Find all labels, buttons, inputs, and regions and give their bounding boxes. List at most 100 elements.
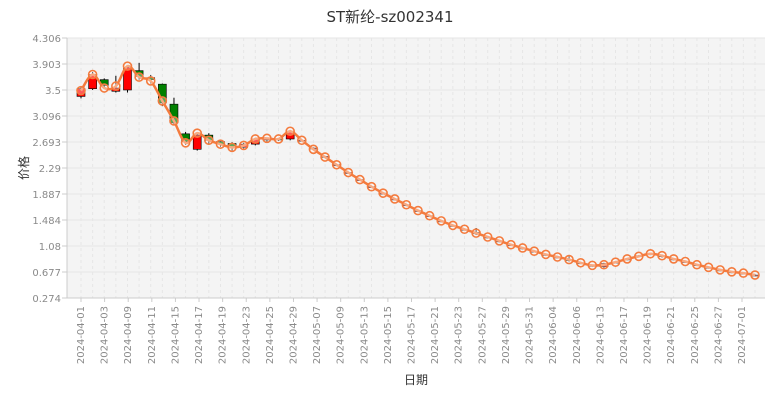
- x-tick-label: 2024-06-27: [713, 306, 724, 364]
- line-point: [192, 128, 203, 138]
- line-point: [599, 259, 609, 270]
- line-point: [273, 134, 284, 144]
- line-point: [343, 167, 354, 178]
- chart-title: ST新纶-sz002341: [326, 8, 454, 26]
- y-tick-label: 3.903: [32, 60, 61, 71]
- line-point: [157, 96, 168, 106]
- line-point: [215, 139, 226, 149]
- x-tick-label: 2024-04-11: [147, 306, 158, 364]
- line-point: [331, 159, 342, 170]
- x-tick-label: 2024-06-21: [666, 306, 677, 364]
- line-point: [657, 250, 667, 261]
- x-tick-label: 2024-04-09: [123, 306, 134, 364]
- y-tick-label: 1.484: [32, 216, 61, 227]
- x-ticks: 2024-04-01 2024-04-03 2024-04-09 2024-04-11…: [76, 298, 748, 364]
- line-point: [668, 254, 679, 264]
- line-point: [564, 254, 574, 265]
- y-axis-title: 价格: [16, 156, 31, 180]
- line-point: [366, 181, 377, 192]
- x-tick-label: 2024-05-09: [336, 306, 347, 364]
- line-point: [180, 138, 191, 148]
- candle-body: [192, 134, 202, 150]
- line-point: [541, 249, 551, 260]
- x-tick-label: 2024-05-13: [359, 306, 370, 364]
- line-point: [262, 133, 272, 144]
- line-point: [424, 210, 435, 221]
- line-point: [227, 142, 237, 153]
- x-axis-title: 日期: [404, 373, 428, 387]
- x-tick-label: 2024-04-01: [76, 306, 87, 364]
- x-tick-label: 2024-06-13: [595, 306, 606, 364]
- line-point: [715, 265, 725, 275]
- line-point: [750, 270, 760, 280]
- x-tick-label: 2024-04-19: [218, 306, 229, 364]
- line-point: [296, 135, 307, 146]
- line-point: [134, 72, 144, 82]
- x-tick-label: 2024-05-23: [454, 306, 465, 364]
- x-tick-label: 2024-04-15: [170, 306, 181, 364]
- line-point: [169, 116, 179, 126]
- line-points: [76, 61, 760, 280]
- line-point: [413, 205, 423, 216]
- line-point: [726, 267, 737, 277]
- line-point: [145, 76, 156, 86]
- line-point: [680, 256, 691, 267]
- line-point: [111, 81, 121, 91]
- x-tick-label: 2024-05-27: [477, 306, 488, 364]
- y-tick-label: 2.29: [39, 164, 61, 175]
- grid-y: [67, 37, 765, 273]
- line-point: [448, 220, 458, 231]
- line-point: [378, 188, 388, 198]
- y-tick-label: 0.677: [32, 268, 61, 279]
- line-point: [285, 126, 295, 137]
- line-point: [610, 257, 621, 267]
- y-tick-label: 2.693: [32, 138, 61, 149]
- y-tick-label: 0.274: [32, 294, 61, 305]
- line-point: [320, 152, 330, 162]
- line-point: [250, 134, 261, 144]
- x-tick-label: 2024-06-25: [690, 306, 701, 364]
- line-point: [459, 224, 470, 235]
- y-tick-label: 3.096: [32, 112, 61, 123]
- x-tick-label: 2024-04-25: [265, 306, 276, 364]
- line-point: [389, 194, 400, 204]
- candle: [192, 133, 202, 151]
- x-tick-label: 2024-05-31: [525, 306, 536, 364]
- x-tick-label: 2024-05-21: [430, 306, 441, 364]
- line-point: [506, 239, 516, 250]
- x-tick-label: 2024-05-29: [501, 306, 512, 364]
- line-point: [482, 232, 493, 242]
- x-tick-label: 2024-05-07: [312, 306, 323, 364]
- line-point: [633, 251, 644, 262]
- y-tick-label: 1.08: [39, 242, 61, 253]
- line-point: [738, 268, 749, 278]
- line-point: [529, 246, 540, 256]
- line-point: [76, 85, 86, 96]
- line-point: [436, 216, 447, 226]
- line-point: [471, 228, 481, 238]
- line-point: [122, 61, 133, 71]
- line-point: [575, 257, 586, 268]
- x-tick-label: 2024-04-03: [100, 306, 111, 364]
- x-tick-label: 2024-06-17: [619, 306, 630, 364]
- y-tick-label: 3.5: [45, 86, 61, 97]
- line-point: [552, 252, 563, 262]
- line-point: [238, 140, 249, 151]
- x-tick-label: 2024-06-04: [548, 306, 559, 364]
- line-point: [308, 144, 319, 155]
- line-point: [645, 248, 656, 259]
- x-tick-label: 2024-04-29: [288, 306, 299, 364]
- x-tick-label: 2024-05-17: [407, 306, 418, 364]
- x-tick-label: 2024-06-06: [572, 306, 583, 364]
- line-point: [703, 262, 714, 273]
- x-tick-label: 2024-05-15: [383, 306, 394, 364]
- line-point: [494, 236, 505, 246]
- y-tick-label: 1.887: [32, 190, 61, 201]
- line-point: [517, 243, 528, 253]
- line-point: [622, 254, 632, 264]
- line-point: [204, 135, 214, 146]
- line-point: [99, 83, 110, 93]
- line-point: [87, 69, 98, 80]
